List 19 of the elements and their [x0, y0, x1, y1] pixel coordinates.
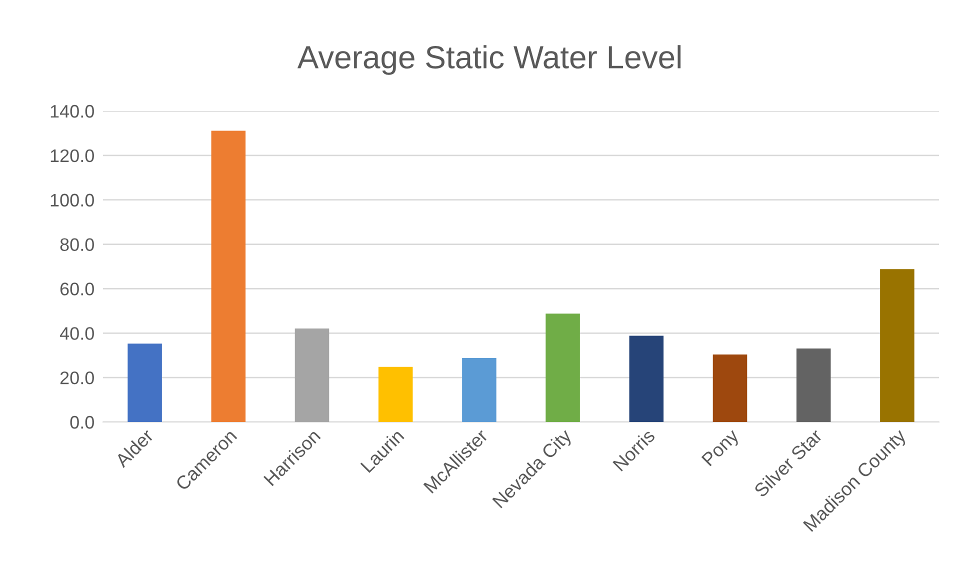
y-tick-label: 0.0 [70, 416, 94, 429]
bar [796, 348, 831, 422]
bar [546, 314, 580, 422]
bar [294, 328, 330, 422]
bar [880, 269, 914, 422]
bar [128, 344, 162, 422]
bar [378, 366, 413, 422]
bar [712, 354, 748, 422]
bar [211, 130, 246, 422]
y-tick-label: 60.0 [60, 282, 94, 296]
y-tick-label: 40.0 [60, 327, 94, 340]
chart-title: Average Static Water Level [297, 45, 681, 75]
y-tick-label: 20.0 [60, 372, 94, 384]
y-tick-label: 140.0 [50, 104, 94, 118]
bar [462, 358, 496, 422]
y-tick-label: 80.0 [60, 238, 94, 252]
y-tick-label: 100.0 [50, 194, 94, 207]
y-tick-label: 120.0 [50, 149, 94, 162]
bar [629, 336, 664, 422]
